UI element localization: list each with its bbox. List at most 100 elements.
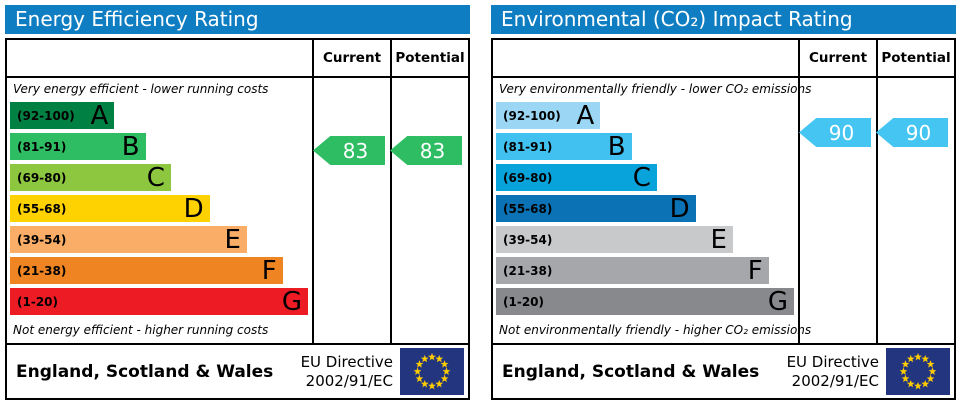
energy-ratings-header-cell: [7, 40, 312, 78]
environmental-ratings-header-cell: [493, 40, 798, 78]
energy-panel-title: Energy Efficiency Rating: [5, 5, 470, 34]
band-b-bar: (81-91) B: [496, 133, 632, 160]
environmental-panel-footer: England, Scotland & Wales EU Directive 2…: [491, 343, 956, 400]
eu-flag-star: [413, 367, 422, 375]
band-range-label: (55-68): [503, 201, 553, 216]
environmental-potential-header: Potential: [878, 40, 954, 78]
energy-eu-directive: EU Directive 2002/91/EC: [301, 353, 393, 390]
band-letter: G: [767, 286, 788, 317]
energy-band-bars: (92-100) A (81-91) B (69-80) C (55-68) D (39-54)…: [10, 102, 308, 319]
band-letter: F: [261, 255, 277, 286]
energy-bottom-note: Not energy efficient - higher running co…: [13, 323, 269, 337]
environmental-potential-arrow: 90: [876, 118, 948, 147]
band-letter: C: [632, 162, 651, 193]
energy-potential-header: Potential: [392, 40, 468, 78]
eu-flag-star: [899, 367, 908, 375]
band-letter: E: [224, 224, 241, 255]
band-e-bar: (39-54) E: [496, 226, 733, 253]
energy-efficiency-panel: Energy Efficiency Rating Very energy eff…: [5, 5, 470, 404]
band-letter: E: [710, 224, 727, 255]
eu-flag-star: [428, 381, 436, 390]
environmental-current-column: Current: [798, 40, 876, 343]
energy-current-column: Current: [312, 40, 390, 343]
eu-flag-star: [415, 360, 424, 368]
environmental-ratings-content: Very environmentally friendly - lower CO…: [493, 78, 812, 343]
band-g-bar: (1-20) G: [10, 288, 308, 315]
band-letter: B: [607, 131, 626, 162]
band-a-bar: (92-100) A: [496, 102, 601, 129]
eu-flag-star: [926, 360, 935, 368]
eu-flag-star: [914, 381, 922, 390]
band-range-label: (1-20): [503, 294, 544, 309]
band-e-bar: (39-54) E: [10, 226, 247, 253]
eu-flag-star: [928, 367, 937, 375]
eu-flag-star: [440, 360, 449, 368]
band-range-label: (55-68): [17, 201, 67, 216]
band-a-bar: (92-100) A: [10, 100, 115, 131]
band-range-label: (92-100): [503, 108, 561, 123]
band-g-bar: (1-20) G: [496, 288, 794, 315]
eu-flag-star: [901, 374, 910, 383]
environmental-band-bars: (92-100) A (81-91) B (69-80) C (55-68) D (39-54)…: [496, 102, 794, 319]
eu-flag-star: [420, 354, 429, 363]
energy-panel-footer: England, Scotland & Wales EU Directive 2…: [5, 343, 470, 400]
eu-flag-star: [435, 354, 444, 363]
environmental-potential-column: Potential: [876, 40, 954, 343]
eu-flag-star: [906, 379, 915, 388]
energy-ratings-content: Very energy efficient - lower running co…: [7, 78, 312, 343]
band-b-bar: (81-91) B: [10, 133, 146, 160]
band-range-label: (92-100): [17, 108, 75, 123]
eu-directive-line2: 2002/91/EC: [305, 371, 393, 390]
eu-flag-star: [442, 367, 451, 375]
eu-directive-line1: EU Directive: [300, 353, 393, 372]
band-f-bar: (21-38) F: [10, 257, 283, 284]
band-letter: D: [669, 193, 690, 224]
band-range-label: (21-38): [503, 263, 553, 278]
environmental-bottom-note: Not environmentally friendly - higher CO…: [499, 323, 812, 337]
band-range-label: (69-80): [503, 170, 553, 185]
band-range-label: (69-80): [17, 170, 67, 185]
band-range-label: (39-54): [503, 232, 553, 247]
energy-ratings-column: Very energy efficient - lower running co…: [7, 40, 312, 343]
band-f-bar: (21-38) F: [496, 257, 769, 284]
environmental-rating-table: Very environmentally friendly - lower CO…: [491, 38, 956, 345]
energy-top-note: Very energy efficient - lower running co…: [13, 82, 269, 96]
band-letter: C: [146, 162, 165, 193]
band-letter: G: [281, 286, 302, 317]
energy-rating-table: Very energy efficient - lower running co…: [5, 38, 470, 345]
environmental-ratings-column: Very environmentally friendly - lower CO…: [493, 40, 812, 343]
band-d-bar: (55-68) D: [496, 195, 696, 222]
band-c-bar: (69-80) C: [10, 164, 171, 191]
eu-flag-star: [420, 379, 429, 388]
band-letter: B: [121, 131, 140, 162]
eu-flag-star: [926, 374, 935, 383]
band-range-label: (39-54): [17, 232, 67, 247]
energy-current-header: Current: [314, 40, 390, 78]
environmental-eu-directive: EU Directive 2002/91/EC: [787, 353, 879, 390]
band-range-label: (81-91): [17, 139, 67, 154]
band-letter: A: [90, 100, 109, 131]
eu-flag-star: [415, 374, 424, 383]
eu-flag-icon: [886, 348, 950, 395]
environmental-impact-panel: Environmental (CO₂) Impact Rating Very e…: [491, 5, 956, 404]
band-letter: F: [747, 255, 763, 286]
environmental-top-note: Very environmentally friendly - lower CO…: [499, 82, 812, 96]
eu-directive-line2: 2002/91/EC: [791, 371, 879, 390]
eu-flag-star: [906, 354, 915, 363]
eu-flag-star: [914, 352, 922, 361]
band-range-label: (1-20): [17, 294, 58, 309]
band-d-bar: (55-68) D: [10, 195, 210, 222]
environmental-current-header: Current: [800, 40, 876, 78]
eu-flag-star: [901, 360, 910, 368]
band-letter: D: [183, 193, 204, 224]
eu-flag-star: [435, 379, 444, 388]
band-c-bar: (69-80) C: [496, 164, 657, 191]
energy-current-arrow: 83: [313, 136, 385, 165]
environmental-region-label: England, Scotland & Wales: [502, 361, 760, 382]
environmental-panel-title: Environmental (CO₂) Impact Rating: [491, 5, 956, 34]
band-range-label: (21-38): [17, 263, 67, 278]
eu-flag-star: [921, 354, 930, 363]
eu-flag-icon: [400, 348, 464, 395]
eu-directive-line1: EU Directive: [786, 353, 879, 372]
